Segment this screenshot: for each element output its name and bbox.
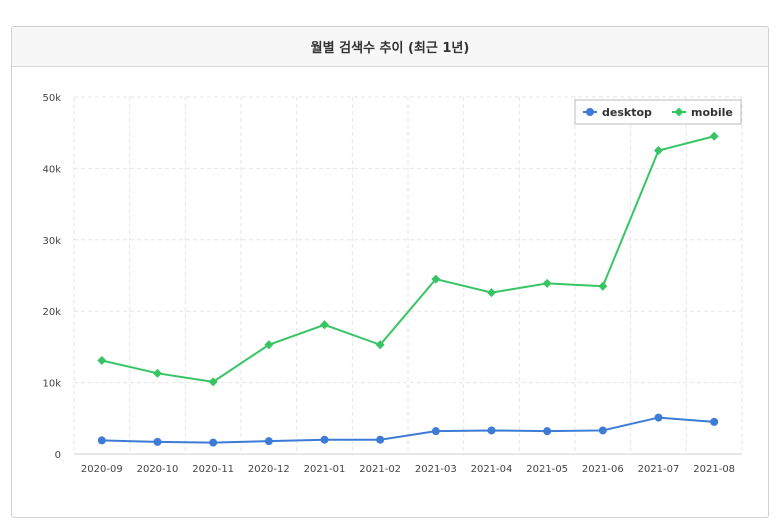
x-tick-label: 2021-03	[415, 464, 457, 475]
y-tick-label: 20k	[42, 307, 61, 318]
x-tick-label: 2020-09	[81, 464, 123, 475]
desktop-point	[320, 435, 329, 444]
y-tick-label: 40k	[42, 164, 61, 175]
chart-series	[97, 131, 719, 447]
chart-grid	[73, 96, 743, 455]
x-tick-label: 2020-11	[192, 464, 234, 475]
x-tick-label: 2020-12	[248, 464, 290, 475]
mobile-point	[153, 368, 162, 378]
desktop-point	[654, 413, 663, 422]
x-tick-label: 2020-10	[137, 464, 179, 475]
y-tick-label: 0	[55, 450, 61, 461]
mobile-line	[101, 135, 715, 383]
y-tick-label: 10k	[42, 379, 61, 390]
desktop-point	[543, 427, 552, 436]
desktop-point	[264, 437, 273, 446]
x-tick-label: 2021-06	[582, 464, 624, 475]
mobile-point	[431, 274, 441, 284]
desktop-point	[209, 438, 218, 447]
mobile-point	[320, 320, 329, 330]
legend-circle-icon	[586, 108, 594, 116]
x-tick-label: 2021-01	[304, 464, 346, 475]
mobile-point	[654, 146, 663, 156]
y-tick-label: 50k	[42, 93, 61, 104]
x-tick-label: 2021-02	[359, 464, 401, 475]
desktop-line	[101, 416, 715, 444]
x-tick-label: 2021-05	[526, 464, 568, 475]
mobile-point	[709, 131, 719, 141]
desktop-point	[431, 427, 440, 436]
desktop-point	[598, 426, 607, 435]
y-tick-label: 30k	[42, 236, 61, 247]
x-tick-label: 2021-08	[693, 464, 735, 475]
legend-item-desktop: desktop	[602, 106, 652, 119]
x-axis: 2020-09 2020-10 2020-11 2020-12 2021-01 2021-…	[81, 464, 735, 475]
mobile-point	[598, 281, 608, 291]
mobile-point	[264, 340, 274, 350]
chart-legend[interactable]: desktop mobile	[574, 99, 742, 125]
desktop-point	[487, 426, 496, 435]
mobile-point	[487, 288, 496, 298]
x-tick-label: 2021-07	[638, 464, 680, 475]
y-axis: 0 10k 20k 30k 40k 50k	[42, 93, 61, 461]
desktop-point	[153, 437, 162, 446]
mobile-point	[208, 377, 218, 387]
mobile-point	[542, 278, 552, 288]
legend-item-mobile: mobile	[691, 106, 733, 119]
mobile-point	[97, 355, 107, 365]
x-tick-label: 2021-04	[471, 464, 513, 475]
legend-diamond-icon	[674, 107, 684, 117]
legend-box	[574, 99, 742, 125]
desktop-point	[376, 435, 385, 444]
desktop-point	[710, 417, 719, 426]
chart-title: 월별 검색수 추이 (최근 1년)	[12, 27, 768, 67]
desktop-point	[97, 436, 106, 445]
mobile-point	[375, 340, 385, 350]
